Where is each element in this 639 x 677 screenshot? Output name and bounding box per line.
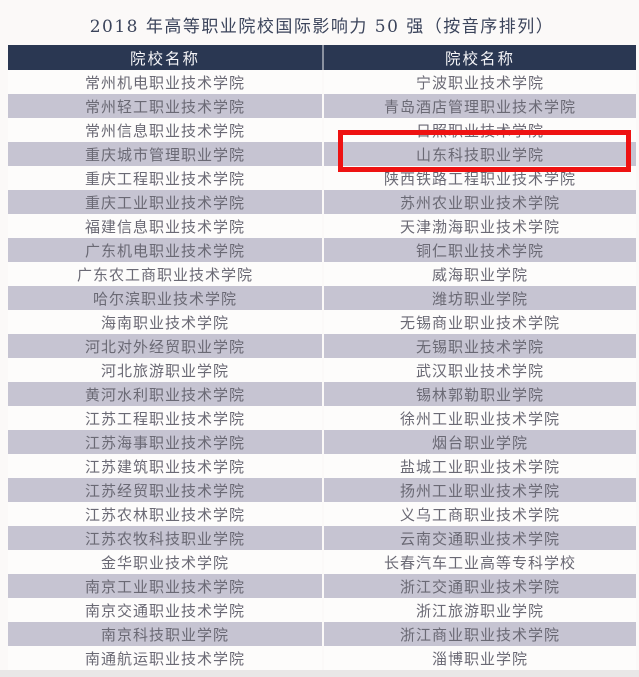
- college-name-cell: 长春汽车工业高等专科学校: [322, 550, 636, 574]
- footer-strip: [0, 670, 639, 677]
- college-name-cell: 山东科技职业学院: [322, 142, 636, 166]
- college-name-cell: 江苏经贸职业技术学院: [8, 478, 322, 502]
- college-name-cell: 江苏农林职业技术学院: [8, 502, 322, 526]
- table-row: 哈尔滨职业技术学院 潍坊职业学院: [8, 286, 636, 310]
- table-row: 黄河水利职业技术学院 锡林郭勒职业学院: [8, 382, 636, 406]
- table-row: 江苏建筑职业技术学院 盐城工业职业技术学院: [8, 454, 636, 478]
- college-name-cell: 海南职业技术学院: [8, 310, 322, 334]
- college-name-cell: 武汉职业技术学院: [322, 358, 636, 382]
- college-name-cell: 江苏工程职业技术学院: [8, 406, 322, 430]
- college-name-cell: 江苏海事职业技术学院: [8, 430, 322, 454]
- college-name-cell: 锡林郭勒职业学院: [322, 382, 636, 406]
- college-name-cell: 河北旅游职业学院: [8, 358, 322, 382]
- college-name-cell: 宁波职业技术学院: [322, 70, 636, 94]
- college-name-cell: 重庆工业职业技术学院: [8, 190, 322, 214]
- table-row: 重庆工业职业技术学院 苏州农业职业技术学院: [8, 190, 636, 214]
- college-name-cell: 潍坊职业学院: [322, 286, 636, 310]
- table-row: 金华职业技术学院 长春汽车工业高等专科学校: [8, 550, 636, 574]
- college-name-cell: 南京科技职业学院: [8, 622, 322, 646]
- college-name-cell: 浙江商业职业技术学院: [322, 622, 636, 646]
- college-name-cell: 义乌工商职业技术学院: [322, 502, 636, 526]
- college-name-cell: 烟台职业学院: [322, 430, 636, 454]
- table-row: 江苏农牧科技职业学院 云南交通职业技术学院: [8, 526, 636, 550]
- table-row: 福建信息职业技术学院 天津渤海职业技术学院: [8, 214, 636, 238]
- college-name-cell: 哈尔滨职业技术学院: [8, 286, 322, 310]
- table-row: 常州信息职业技术学院 日照职业技术学院: [8, 118, 636, 142]
- table-row: 江苏农林职业技术学院 义乌工商职业技术学院: [8, 502, 636, 526]
- college-name-cell: 苏州农业职业技术学院: [322, 190, 636, 214]
- college-name-cell: 陕西铁路工程职业技术学院: [322, 166, 636, 190]
- college-name-cell: 常州机电职业技术学院: [8, 70, 322, 94]
- ranking-table: 院校名称 院校名称 常州机电职业技术学院 宁波职业技术学院 常州轻工职业技术学院 青岛…: [8, 45, 636, 670]
- table-row: 江苏工程职业技术学院 徐州工业职业技术学院: [8, 406, 636, 430]
- college-name-cell: 广东机电职业技术学院: [8, 238, 322, 262]
- college-name-cell: 江苏建筑职业技术学院: [8, 454, 322, 478]
- table-row: 重庆城市管理职业学院 山东科技职业学院: [8, 142, 636, 166]
- college-name-cell: 南京工业职业技术学院: [8, 574, 322, 598]
- table-row: 广东机电职业技术学院 铜仁职业技术学院: [8, 238, 636, 262]
- college-name-cell: 徐州工业职业技术学院: [322, 406, 636, 430]
- college-name-cell: 广东农工商职业技术学院: [8, 262, 322, 286]
- table-row: 常州轻工职业技术学院 青岛酒店管理职业技术学院: [8, 94, 636, 118]
- table-row: 海南职业技术学院 无锡商业职业技术学院: [8, 310, 636, 334]
- table-header-row: 院校名称 院校名称: [8, 45, 636, 70]
- table-row: 广东农工商职业技术学院 威海职业学院: [8, 262, 636, 286]
- college-name-cell: 南京交通职业技术学院: [8, 598, 322, 622]
- college-name-cell: 常州轻工职业技术学院: [8, 94, 322, 118]
- college-name-cell: 铜仁职业技术学院: [322, 238, 636, 262]
- college-name-cell: 重庆工程职业技术学院: [8, 166, 322, 190]
- table-row: 南京交通职业技术学院 浙江旅游职业学院: [8, 598, 636, 622]
- table-row: 常州机电职业技术学院 宁波职业技术学院: [8, 70, 636, 94]
- table-row: 江苏海事职业技术学院 烟台职业学院: [8, 430, 636, 454]
- college-name-cell: 福建信息职业技术学院: [8, 214, 322, 238]
- college-name-cell: 浙江交通职业技术学院: [322, 574, 636, 598]
- college-name-cell: 青岛酒店管理职业技术学院: [322, 94, 636, 118]
- college-name-cell: 无锡商业职业技术学院: [322, 310, 636, 334]
- column-header-left: 院校名称: [8, 45, 322, 70]
- college-name-cell: 重庆城市管理职业学院: [8, 142, 322, 166]
- college-name-cell: 天津渤海职业技术学院: [322, 214, 636, 238]
- college-name-cell: 常州信息职业技术学院: [8, 118, 322, 142]
- page-title: 2018 年高等职业院校国际影响力 50 强（按音序排列）: [89, 17, 555, 37]
- college-name-cell: 无锡职业技术学院: [322, 334, 636, 358]
- college-name-cell: 河北对外经贸职业学院: [8, 334, 322, 358]
- college-name-cell: 浙江旅游职业学院: [322, 598, 636, 622]
- college-name-cell: 江苏农牧科技职业学院: [8, 526, 322, 550]
- column-header-right: 院校名称: [322, 45, 636, 70]
- table-row: 河北旅游职业学院 武汉职业技术学院: [8, 358, 636, 382]
- college-name-cell: 扬州工业职业技术学院: [322, 478, 636, 502]
- table-row: 南京科技职业学院 浙江商业职业技术学院: [8, 622, 636, 646]
- table-row: 南通航运职业技术学院 淄博职业学院: [8, 646, 636, 670]
- college-name-cell: 淄博职业学院: [322, 646, 636, 670]
- table-row: 河北对外经贸职业学院 无锡职业技术学院: [8, 334, 636, 358]
- college-name-cell: 黄河水利职业技术学院: [8, 382, 322, 406]
- college-name-cell: 云南交通职业技术学院: [322, 526, 636, 550]
- table-body: 常州机电职业技术学院 宁波职业技术学院 常州轻工职业技术学院 青岛酒店管理职业技术学院…: [8, 70, 636, 670]
- table-row: 重庆工程职业技术学院 陕西铁路工程职业技术学院: [8, 166, 636, 190]
- table-row: 江苏经贸职业技术学院 扬州工业职业技术学院: [8, 478, 636, 502]
- college-name-cell: 盐城工业职业技术学院: [322, 454, 636, 478]
- table-row: 南京工业职业技术学院 浙江交通职业技术学院: [8, 574, 636, 598]
- college-name-cell: 金华职业技术学院: [8, 550, 322, 574]
- college-name-cell: 南通航运职业技术学院: [8, 646, 322, 670]
- college-name-cell: 日照职业技术学院: [322, 118, 636, 142]
- college-name-cell: 威海职业学院: [322, 262, 636, 286]
